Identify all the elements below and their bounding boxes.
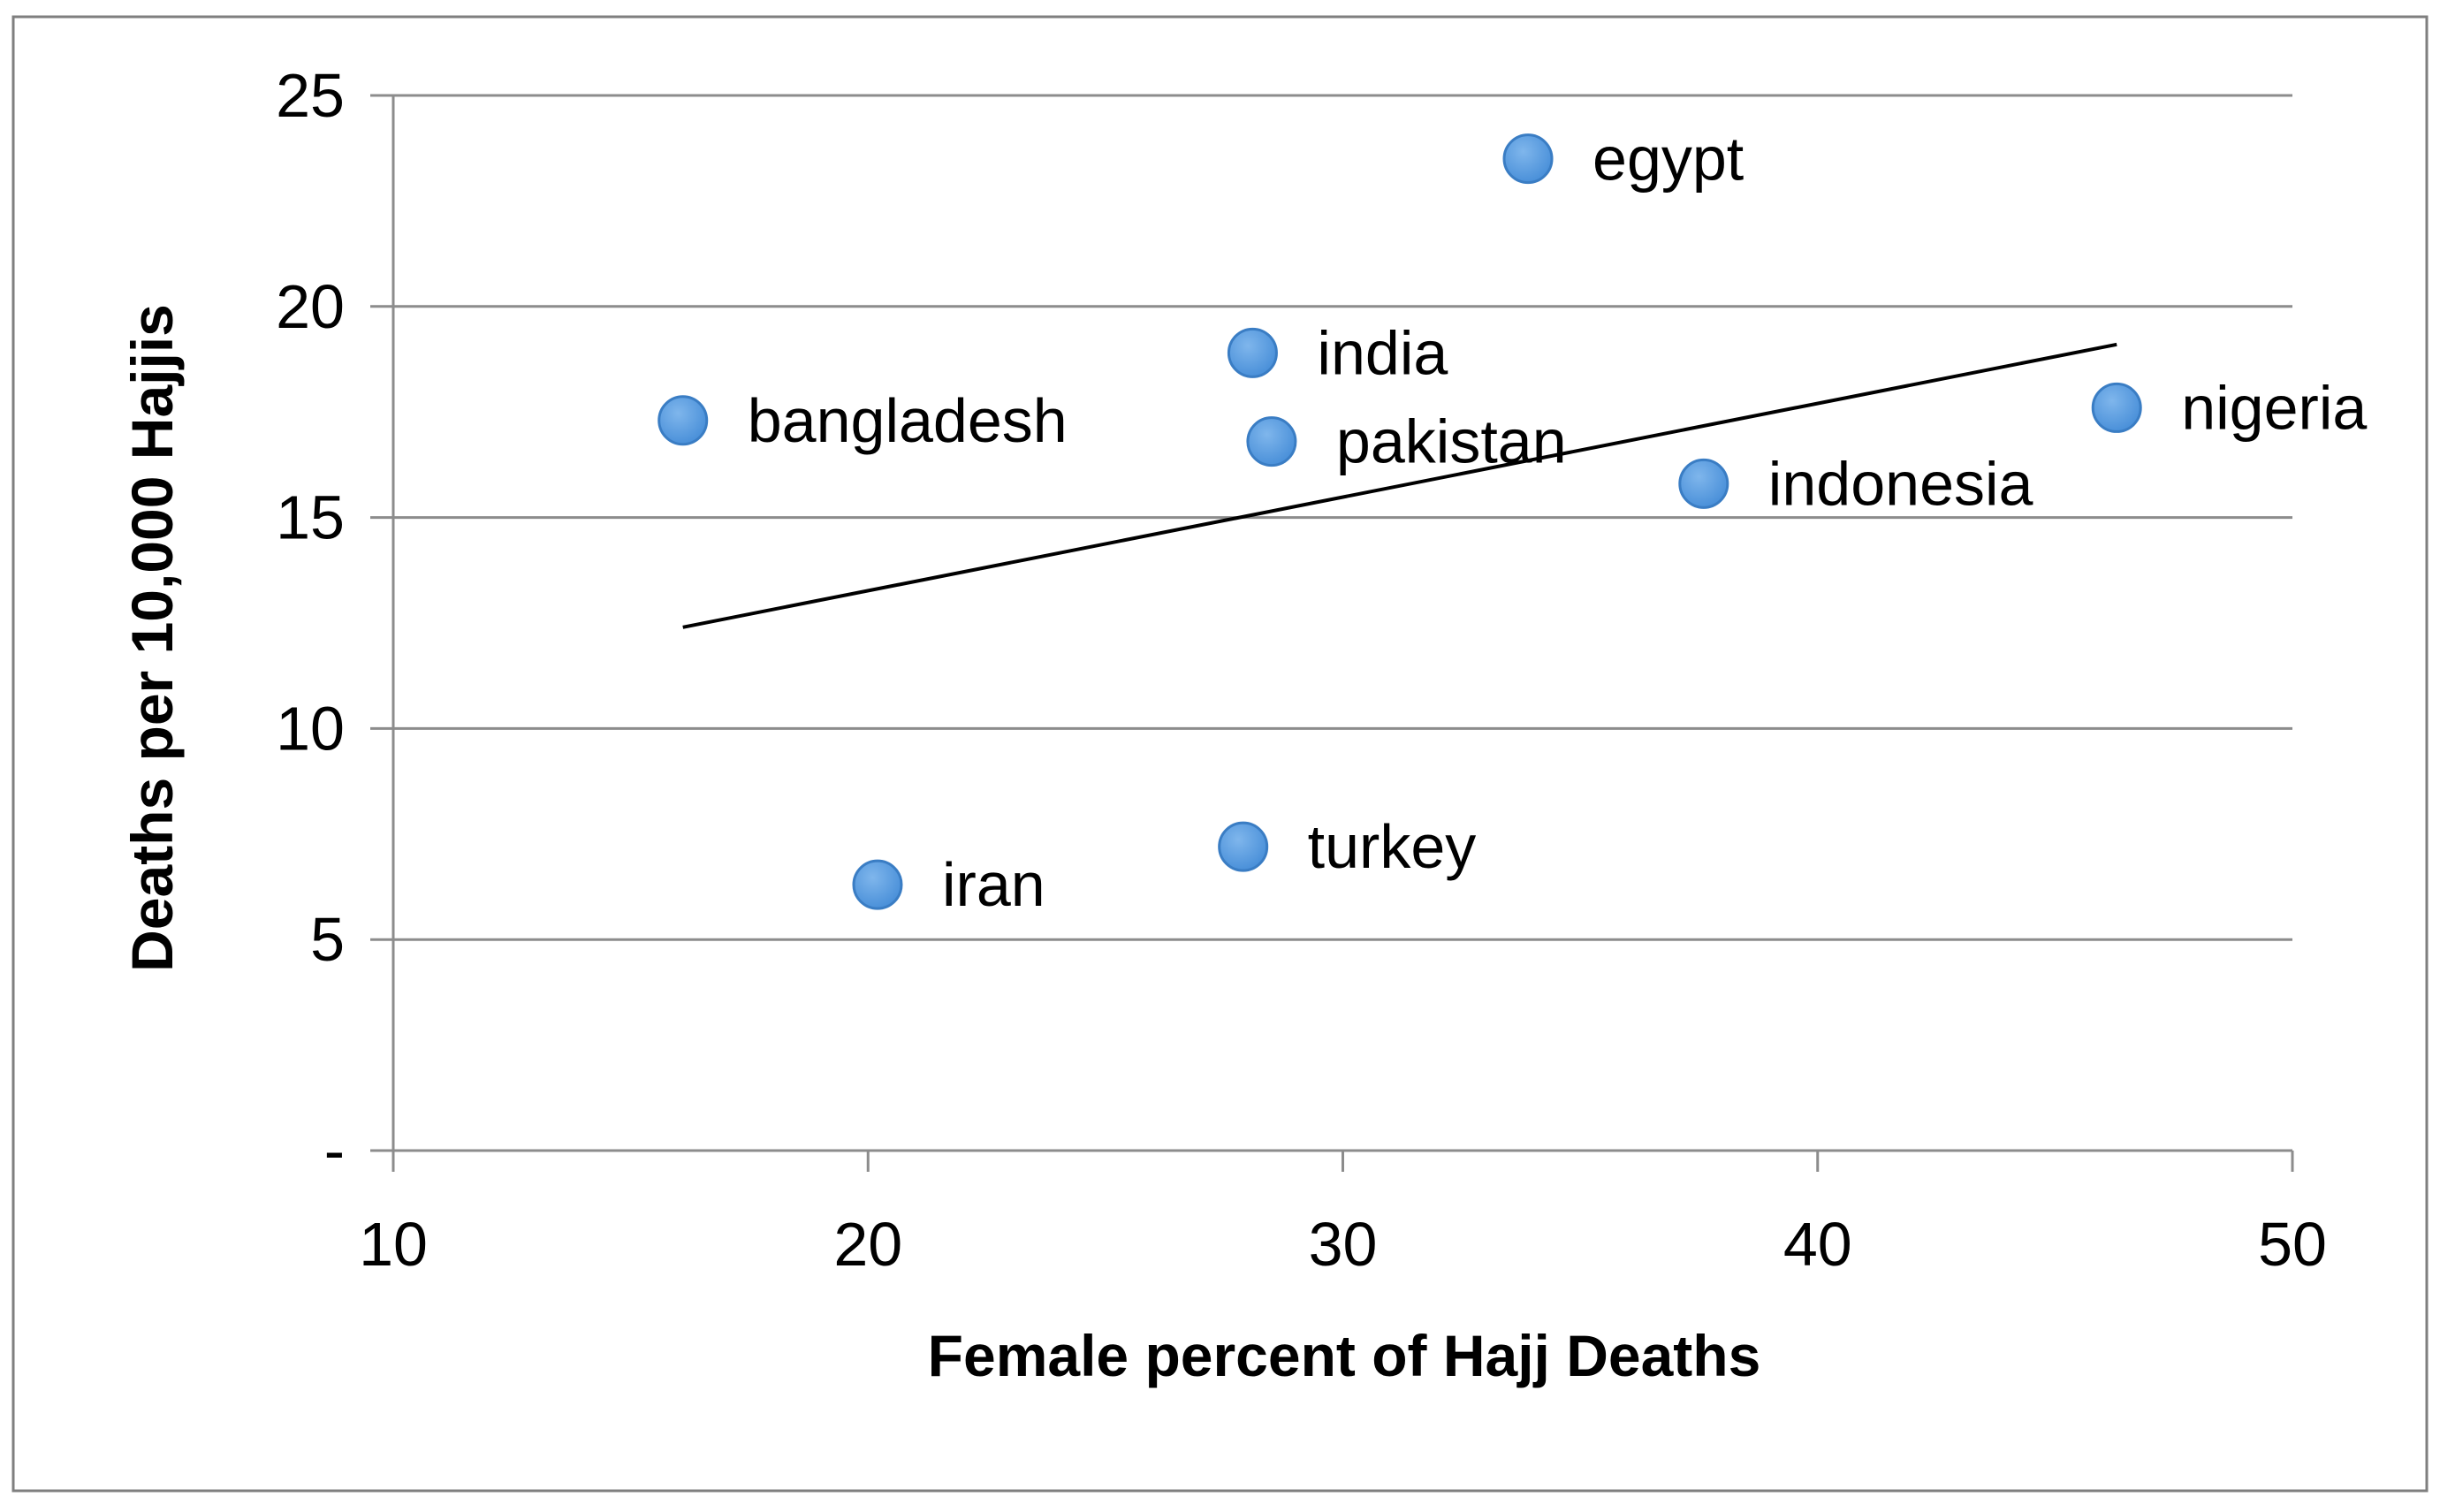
point-label-iran: iran xyxy=(942,850,1045,919)
x-tick-label: 20 xyxy=(833,1210,902,1279)
axes xyxy=(370,94,2294,1172)
tick-labels: - 5 10 15 20 25 10 20 30 40 50 xyxy=(276,61,2327,1279)
x-tick-label: 50 xyxy=(2258,1210,2327,1279)
point-label-india: india xyxy=(1317,318,1448,387)
x-tick-label: 40 xyxy=(1783,1210,1852,1279)
point-labels: egypt india bangladesh pakistan nigeria indon… xyxy=(748,125,2368,919)
data-point-nigeria xyxy=(2091,382,2142,433)
data-point-turkey xyxy=(1218,821,1269,872)
y-tick-label: 20 xyxy=(276,272,345,341)
data-point-indonesia xyxy=(1678,458,1729,509)
data-point-pakistan xyxy=(1246,416,1297,467)
point-label-egypt: egypt xyxy=(1592,125,1744,194)
point-label-pakistan: pakistan xyxy=(1336,407,1567,476)
point-label-nigeria: nigeria xyxy=(2181,373,2367,442)
data-point-bangladesh xyxy=(658,395,709,446)
x-axis-title: Female percent of Hajj Deaths xyxy=(928,1323,1761,1388)
y-tick-label: - xyxy=(324,1116,345,1185)
y-tick-label: 15 xyxy=(276,483,345,552)
data-points xyxy=(658,133,2142,910)
y-tick-label: 25 xyxy=(276,61,345,130)
trendline-layer xyxy=(682,342,2117,629)
y-axis-title: Deaths per 10,000 Hajjis xyxy=(119,304,185,972)
chart-border xyxy=(11,15,2429,1493)
data-point-egypt xyxy=(1502,133,1554,185)
trendline xyxy=(682,342,2117,629)
y-tick-label: 5 xyxy=(310,905,345,974)
gridlines xyxy=(393,94,2292,941)
data-point-india xyxy=(1227,327,1278,378)
x-tick-label: 10 xyxy=(359,1210,428,1279)
x-tick-label: 30 xyxy=(1309,1210,1378,1279)
point-label-indonesia: indonesia xyxy=(1768,449,2033,518)
y-tick-label: 10 xyxy=(276,694,345,763)
point-label-bangladesh: bangladesh xyxy=(748,386,1068,455)
point-label-turkey: turkey xyxy=(1308,812,1477,881)
data-point-iran xyxy=(852,859,903,910)
